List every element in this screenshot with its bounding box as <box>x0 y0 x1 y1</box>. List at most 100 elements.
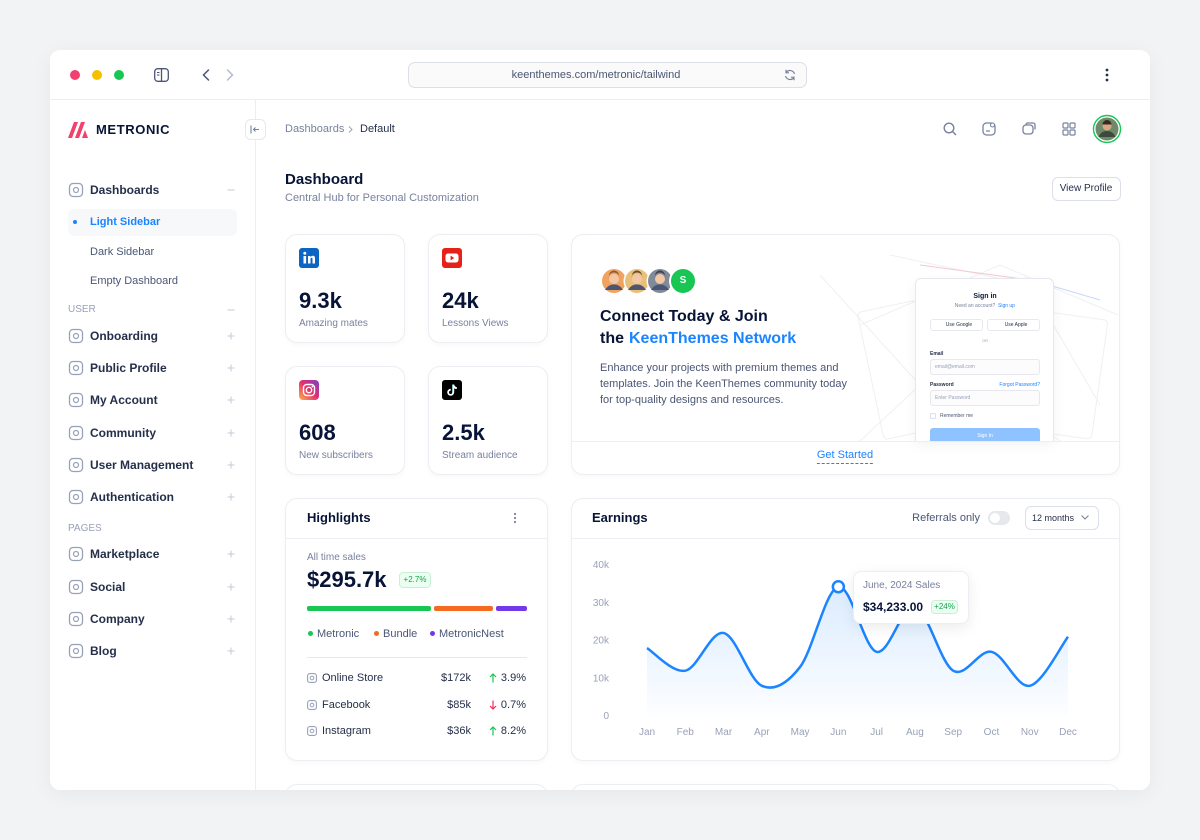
expand-icon[interactable] <box>227 647 235 655</box>
notifications-button[interactable] <box>982 122 996 136</box>
divider-label: OR <box>982 338 988 343</box>
menu-item[interactable]: Social <box>90 580 126 594</box>
social-icon <box>442 380 462 400</box>
collapse-icon[interactable] <box>227 306 235 314</box>
trend-arrow <box>489 726 497 736</box>
menu-item[interactable]: Community <box>90 426 156 440</box>
menu-item[interactable]: Dashboards <box>90 183 160 197</box>
menu-item[interactable]: Onboarding <box>90 329 158 343</box>
legend-label: Bundle <box>383 628 418 640</box>
menu-icon <box>68 489 84 505</box>
menu-item[interactable]: User Management <box>90 458 194 472</box>
member-avatar <box>646 267 674 295</box>
back-button[interactable] <box>202 69 210 81</box>
collapse-arrow <box>250 125 259 134</box>
legend-dot <box>374 631 379 636</box>
topbar-divider <box>50 99 1150 100</box>
sidebar-toggle[interactable] <box>154 68 169 82</box>
menu-item[interactable]: Company <box>90 612 145 626</box>
expand-icon[interactable] <box>227 396 235 404</box>
dashboards-icon <box>68 182 84 198</box>
channel-icon <box>307 700 317 710</box>
x-tick-label: Sep <box>944 727 962 738</box>
highlight-point <box>831 580 846 594</box>
expand-icon[interactable] <box>227 461 235 469</box>
menu-item[interactable]: Public Profile <box>90 361 167 375</box>
card-divider <box>286 538 547 539</box>
submenu-item[interactable]: Light Sidebar <box>90 216 161 228</box>
expand-icon[interactable] <box>227 364 235 372</box>
chat-button[interactable] <box>1022 122 1036 136</box>
menu-item[interactable]: Blog <box>90 644 117 658</box>
expand-icon[interactable] <box>227 550 235 558</box>
x-tick-label: May <box>791 727 810 738</box>
promo-text: templates. Join the KeenThemes community… <box>600 378 848 390</box>
channel-amount: $172k <box>441 672 471 684</box>
legend-dot <box>308 631 313 636</box>
channel-amount: $85k <box>447 699 471 711</box>
user-avatar[interactable] <box>1092 114 1122 144</box>
viewport: keenthemes.com/metronic/tailwind METRONIC… <box>50 50 1150 790</box>
stat-label: Stream audience <box>442 450 518 461</box>
button-label[interactable]: View Profile <box>1059 183 1113 194</box>
expand-icon[interactable] <box>227 583 235 591</box>
menu-heading: PAGES <box>68 523 102 534</box>
window-dot[interactable] <box>92 70 102 80</box>
member-avatar <box>600 267 628 295</box>
signin-title: Sign in <box>973 293 997 300</box>
promo-divider <box>572 441 1119 442</box>
avatar-initial: S <box>679 275 687 286</box>
menu-item[interactable]: Marketplace <box>90 547 160 561</box>
forward-button[interactable] <box>226 69 234 81</box>
expand-icon[interactable] <box>227 615 235 623</box>
page-subtitle: Central Hub for Personal Customization <box>285 192 479 204</box>
search-button[interactable] <box>943 122 957 136</box>
menu-item[interactable]: My Account <box>90 393 158 407</box>
next-card <box>571 784 1120 790</box>
breadcrumb-current: Default <box>360 123 395 135</box>
card-title: Earnings <box>592 510 648 525</box>
menu-icon <box>68 611 84 627</box>
reload-button[interactable] <box>784 69 796 81</box>
menu-item[interactable]: Authentication <box>90 490 174 504</box>
view-profile-button[interactable] <box>1052 177 1121 201</box>
y-tick-label: 10k <box>593 673 610 684</box>
card-title: Highlights <box>307 510 371 525</box>
submenu-item[interactable]: Dark Sidebar <box>90 246 155 258</box>
stat-label: New subscribers <box>299 450 373 461</box>
stat-value: 608 <box>299 420 336 445</box>
card-menu[interactable] <box>513 512 517 524</box>
expand-icon[interactable] <box>227 332 235 340</box>
breadcrumb-link[interactable]: Dashboards <box>285 123 345 135</box>
stat-value: 9.3k <box>299 288 342 313</box>
y-tick-label: 40k <box>593 560 610 571</box>
window-dot[interactable] <box>114 70 124 80</box>
url-bar[interactable] <box>408 62 807 88</box>
window-dot[interactable] <box>70 70 80 80</box>
button-label: Use Apple <box>1004 322 1028 328</box>
expand-icon[interactable] <box>227 429 235 437</box>
field-label: Email <box>930 351 944 357</box>
browser-menu[interactable] <box>1105 68 1109 82</box>
menu-heading: USER <box>68 304 96 315</box>
sales-bar <box>496 606 527 611</box>
stat-label: Lessons Views <box>442 318 509 329</box>
submenu-item[interactable]: Empty Dashboard <box>90 275 179 287</box>
channel-name: Facebook <box>322 699 371 711</box>
tooltip-title: June, 2024 Sales <box>863 580 941 591</box>
channel-icon <box>307 726 317 736</box>
toggle-label: Referrals only <box>912 512 980 524</box>
y-tick-label: 30k <box>593 598 610 609</box>
expand-icon[interactable] <box>227 493 235 501</box>
signin-link: Sign up <box>998 303 1015 309</box>
collapse-icon[interactable] <box>227 186 235 194</box>
earnings-chart: 0 10k 20k 30k 40k Jan Feb Mar Apr May Jun Jul Aug Sep… <box>593 560 1077 738</box>
apps-button[interactable] <box>1062 122 1076 136</box>
channel-name: Instagram <box>322 725 371 737</box>
signin-preview: Sign in Need an account? Sign up Use Google… <box>915 278 1054 441</box>
breadcrumb-separator <box>348 126 353 133</box>
card-divider <box>572 538 1119 539</box>
menu-icon <box>68 360 84 376</box>
get-started-link[interactable]: Get Started <box>816 447 874 464</box>
